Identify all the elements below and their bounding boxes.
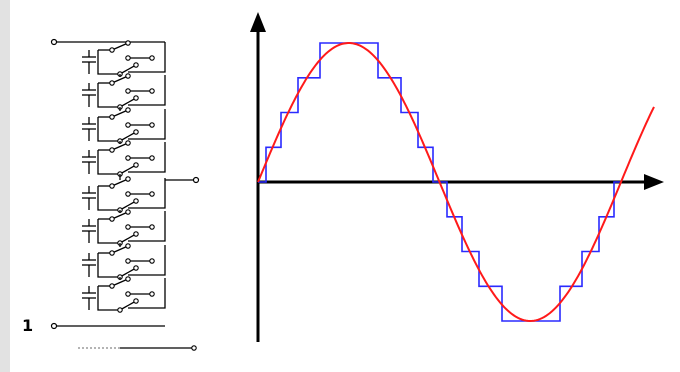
cell-left-wire bbox=[97, 219, 120, 244]
left-border-strip bbox=[0, 0, 10, 372]
switch-node bbox=[125, 88, 131, 94]
switch-node bbox=[133, 198, 139, 204]
switch-node bbox=[125, 73, 131, 79]
switch-node bbox=[109, 147, 115, 153]
y-axis-arrow-icon bbox=[250, 12, 266, 32]
switch-node bbox=[133, 265, 139, 271]
switch-blade bbox=[111, 178, 129, 187]
switch-node bbox=[125, 155, 131, 161]
neutral-terminal bbox=[191, 345, 197, 351]
switch-node bbox=[109, 216, 115, 222]
switch-node bbox=[149, 122, 155, 128]
switch-blade bbox=[119, 300, 137, 311]
switch-node bbox=[125, 107, 131, 113]
cell-right-wire bbox=[128, 211, 166, 242]
switch-node bbox=[125, 176, 131, 182]
switch-blade bbox=[111, 211, 129, 220]
switch-node bbox=[133, 62, 139, 68]
bottom-terminal bbox=[50, 322, 58, 330]
switch-node bbox=[125, 40, 131, 46]
switch-blade bbox=[119, 233, 137, 244]
switch-node bbox=[125, 291, 131, 297]
switch-node bbox=[149, 291, 155, 297]
cell-left-wire bbox=[97, 83, 120, 108]
switch-blade bbox=[111, 142, 129, 151]
switch-node bbox=[133, 95, 139, 101]
switch-node bbox=[149, 155, 155, 161]
cell-right-wire bbox=[128, 278, 166, 309]
switch-blade bbox=[111, 278, 129, 287]
switch-node bbox=[109, 80, 115, 86]
cell-left-wire bbox=[97, 286, 120, 311]
switch-blade bbox=[111, 245, 129, 254]
switch-node bbox=[117, 307, 123, 313]
switch-node bbox=[133, 298, 139, 304]
switch-node bbox=[125, 122, 131, 128]
cell-right-wire bbox=[128, 75, 166, 106]
x-axis-arrow-icon bbox=[644, 174, 664, 190]
switch-node bbox=[125, 209, 131, 215]
cell-left-wire bbox=[97, 117, 120, 142]
cell-left-wire bbox=[97, 253, 120, 278]
cell-right-wire bbox=[128, 109, 166, 140]
switch-node bbox=[149, 191, 155, 197]
cell-right-wire bbox=[128, 178, 166, 209]
switch-node bbox=[133, 129, 139, 135]
switch-node bbox=[149, 55, 155, 61]
switch-node bbox=[109, 250, 115, 256]
cell-right-wire bbox=[128, 245, 166, 276]
switch-blade bbox=[119, 267, 137, 278]
switch-blade bbox=[111, 42, 129, 51]
switch-node bbox=[125, 191, 131, 197]
switch-node bbox=[133, 162, 139, 168]
switch-node bbox=[149, 224, 155, 230]
cell-right-wire bbox=[128, 42, 166, 73]
sine-wave bbox=[257, 42, 655, 323]
switch-blade bbox=[119, 97, 137, 108]
switch-node bbox=[125, 258, 131, 264]
switch-node bbox=[125, 276, 131, 282]
top-terminal bbox=[50, 38, 58, 46]
switch-blade bbox=[111, 75, 129, 84]
switch-node bbox=[109, 114, 115, 120]
switch-node bbox=[125, 55, 131, 61]
switch-node bbox=[133, 231, 139, 237]
switch-blade bbox=[119, 164, 137, 175]
switch-blade bbox=[119, 64, 137, 75]
switch-blade bbox=[111, 109, 129, 118]
cell-right-wire bbox=[128, 142, 166, 173]
switch-node bbox=[109, 47, 115, 53]
switch-node bbox=[109, 283, 115, 289]
cell-left-wire bbox=[97, 186, 120, 211]
switch-node bbox=[149, 88, 155, 94]
switch-node bbox=[125, 140, 131, 146]
multilevel-circuit-diagram bbox=[50, 38, 200, 351]
output-terminal bbox=[192, 176, 200, 184]
circuit-cells bbox=[50, 38, 200, 351]
cell-left-wire bbox=[97, 50, 120, 75]
switch-blade bbox=[119, 200, 137, 211]
cell-left-wire bbox=[97, 150, 120, 175]
switch-node bbox=[125, 243, 131, 249]
figure-label: 1 bbox=[22, 316, 34, 335]
switch-node bbox=[109, 183, 115, 189]
switch-node bbox=[149, 258, 155, 264]
switch-blade bbox=[119, 131, 137, 142]
switch-node bbox=[125, 224, 131, 230]
